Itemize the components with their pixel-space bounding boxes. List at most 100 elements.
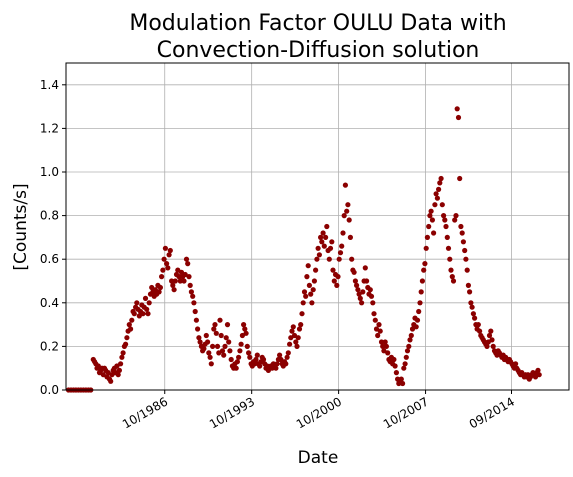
data-point [422,261,428,267]
data-point [393,370,399,376]
data-point [380,343,386,349]
data-point [124,335,130,341]
data-point [377,328,383,334]
data-point [237,348,243,354]
data-point [192,308,198,315]
data-point [351,269,357,275]
data-point [457,175,463,182]
data-point [367,287,373,293]
data-point [341,213,347,219]
data-point [360,289,366,295]
data-point [490,343,496,349]
data-point [119,354,125,360]
data-point [236,354,242,360]
data-point [203,332,209,339]
data-point [193,317,199,323]
data-point [417,300,423,306]
data-point [222,343,228,349]
data-point [212,322,218,328]
data-point [244,343,250,349]
data-point [329,239,335,245]
data-point [260,356,267,363]
data-point [156,289,162,295]
data-point [290,324,296,330]
data-point [308,291,314,297]
data-point [408,332,414,339]
y-tick-label: 0.0 [40,383,59,397]
data-point [166,252,172,258]
data-point [313,267,319,273]
data-point [413,324,419,330]
data-point [287,341,293,347]
data-point [157,284,163,291]
data-point [160,267,166,273]
data-point [402,361,408,367]
data-point [337,250,344,256]
x-tick-label: 10/2007 [381,394,431,431]
data-point [321,243,327,249]
data-point [359,300,365,306]
data-point [330,267,336,273]
data-point [316,252,322,258]
data-point [345,202,351,208]
data-point [486,332,493,339]
y-tick-label: 0.4 [40,296,59,310]
data-point [196,335,202,341]
data-point [429,217,435,223]
data-point [289,328,295,334]
data-point [449,274,455,280]
y-tick-label: 0.2 [40,339,59,353]
data-point [205,339,211,345]
data-point [438,175,444,182]
data-point [488,328,494,334]
y-tick-label: 0.8 [40,209,59,223]
data-point [283,361,289,367]
data-point [475,322,481,328]
data-point [118,361,124,367]
data-point [210,343,216,349]
data-point [219,348,226,354]
data-point [400,380,406,387]
data-point [190,293,196,299]
data-point [376,322,382,328]
data-point [293,339,299,345]
data-point [352,278,358,284]
data-point [434,195,440,201]
data-point [340,230,346,236]
data-point [463,256,469,262]
data-point [368,293,375,299]
data-point [134,300,140,306]
data-point [277,352,283,358]
data-point [357,295,363,301]
data-point [116,367,122,373]
data-point [465,282,471,288]
data-point [108,378,114,384]
data-point [206,350,212,356]
data-point [428,208,434,214]
data-point [105,370,111,376]
data-point [241,322,247,328]
data-point [335,274,341,280]
y-tick-label: 1.0 [40,165,59,179]
x-tick-label: 09/2014 [467,394,517,431]
data-point [126,322,132,328]
data-point [535,367,541,373]
data-point [375,332,381,339]
data-point [391,356,397,363]
data-point [314,256,320,262]
data-point [303,293,309,299]
data-point [344,208,350,214]
data-point [536,372,542,378]
data-point [339,243,345,249]
data-point [208,361,214,367]
data-point [185,261,191,267]
data-point [296,326,303,332]
x-axis-label: Date [298,448,339,468]
data-point [342,182,348,188]
data-point [319,239,325,245]
data-point [214,343,221,349]
data-point [414,317,421,323]
data-point [423,245,429,251]
data-point [242,326,248,332]
